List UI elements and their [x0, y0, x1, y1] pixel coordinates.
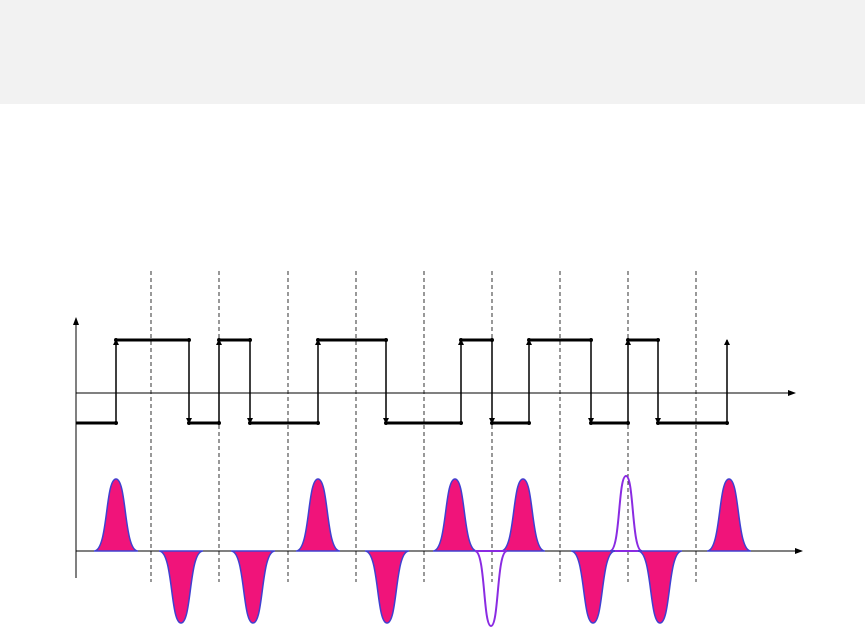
pulse [432, 478, 478, 552]
corner-dot [384, 421, 388, 425]
corner-dot [527, 338, 531, 342]
header-band [0, 0, 865, 104]
pulse [93, 478, 139, 552]
pulse [500, 478, 546, 552]
corner-dot [217, 338, 221, 342]
corner-dot [589, 421, 593, 425]
pulse [158, 550, 204, 624]
corner-dot [656, 421, 660, 425]
pulse [637, 550, 683, 624]
pulse [364, 550, 410, 624]
dashed-guides [150, 271, 697, 582]
corner-dot [248, 421, 252, 425]
pulse [295, 478, 341, 552]
corner-dot [187, 421, 191, 425]
pulse-outline [474, 550, 508, 628]
corner-dot [490, 421, 494, 425]
corner-dot [459, 338, 463, 342]
pulses [93, 474, 752, 628]
pulse-outline [609, 474, 643, 552]
corner-dot [114, 338, 118, 342]
square-wave [76, 338, 730, 425]
corner-dot [626, 338, 630, 342]
pulse [706, 478, 752, 552]
pulse [570, 550, 616, 624]
pulse [230, 550, 276, 624]
corner-dot [316, 338, 320, 342]
